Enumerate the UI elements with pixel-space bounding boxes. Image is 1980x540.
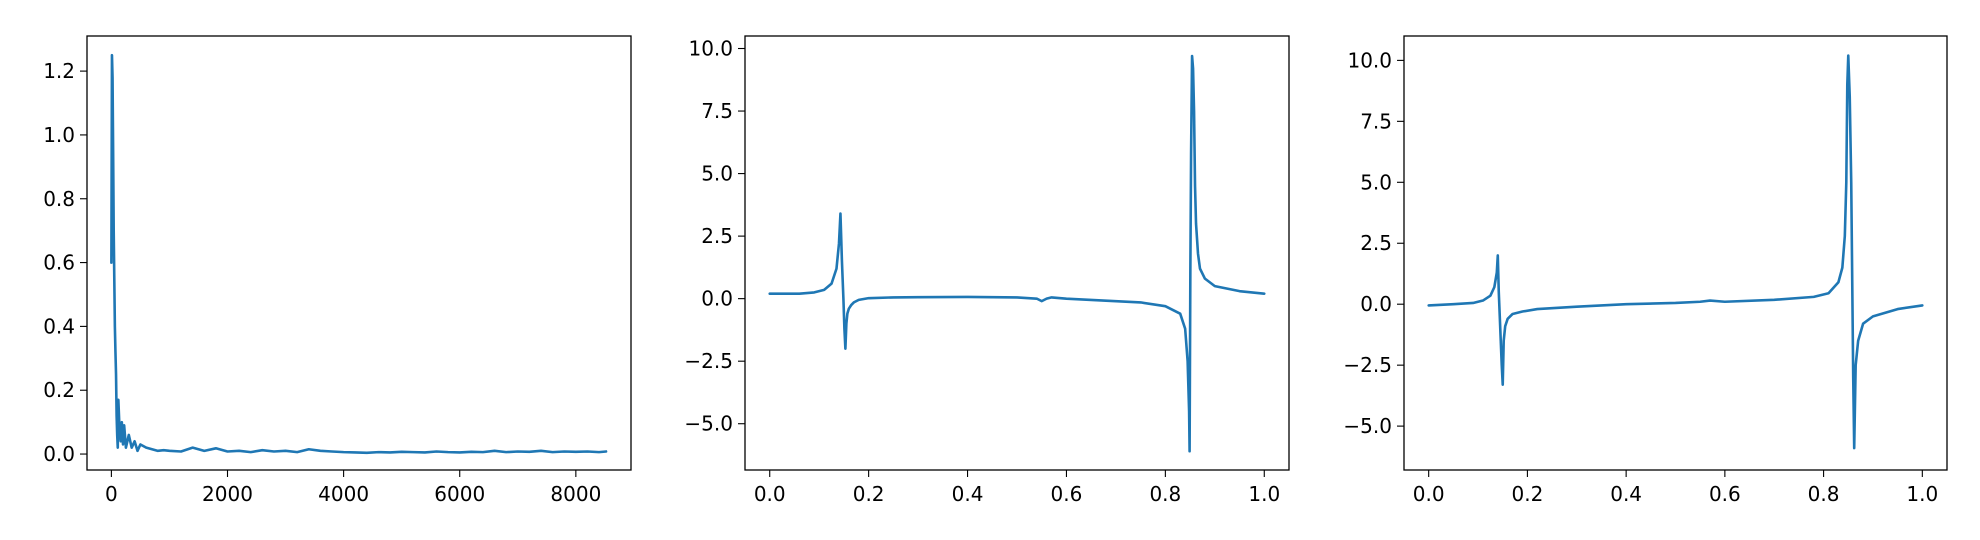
x-tick-label: 0.6 bbox=[1051, 482, 1083, 506]
x-tick-label: 8000 bbox=[550, 482, 601, 506]
axes-frame bbox=[744, 35, 1290, 471]
x-tick-label: 6000 bbox=[434, 482, 485, 506]
y-tick-label: 1.2 bbox=[43, 59, 75, 83]
x-tick-label: 0.8 bbox=[1808, 482, 1840, 506]
y-tick-label: −2.5 bbox=[1343, 353, 1392, 377]
x-tick-label: 2000 bbox=[202, 482, 253, 506]
series-line-1 bbox=[1427, 54, 1924, 450]
axes-frame bbox=[1403, 35, 1948, 471]
y-tick-label: 0.0 bbox=[701, 287, 733, 311]
subplot-3: 0.0 0.2 0.4 0.6 0.8 1.0 −5.0 −2.5 0.0 2.5 5.0 7.5 10… bbox=[1343, 35, 1948, 506]
y-tick-label: 5.0 bbox=[1360, 170, 1392, 194]
y-tick-label: 1.0 bbox=[43, 123, 75, 147]
y-tick-label: −5.0 bbox=[684, 412, 733, 436]
x-tick-label: 0.4 bbox=[1610, 482, 1642, 506]
y-tick-label: 0.2 bbox=[43, 378, 75, 402]
series-line-1 bbox=[110, 53, 608, 455]
y-tick-label: 0.6 bbox=[43, 251, 75, 275]
y-tick-label: 5.0 bbox=[701, 162, 733, 186]
x-tick-label: 1.0 bbox=[1906, 482, 1938, 506]
x-tick-label: 0.2 bbox=[853, 482, 885, 506]
x-tick-label: 1.0 bbox=[1248, 482, 1280, 506]
y-tick-label: 0.4 bbox=[43, 314, 75, 338]
x-tick-label: 0.2 bbox=[1512, 482, 1544, 506]
y-tick-label: 10.0 bbox=[688, 37, 733, 61]
y-tick-label: −2.5 bbox=[684, 349, 733, 373]
y-tick-label: 7.5 bbox=[1360, 109, 1392, 133]
y-tick-label: 2.5 bbox=[1360, 231, 1392, 255]
y-tick-label: 7.5 bbox=[701, 99, 733, 123]
y-tick-label: 2.5 bbox=[701, 224, 733, 248]
x-tick-label: 4000 bbox=[318, 482, 369, 506]
y-tick-label: 10.0 bbox=[1347, 48, 1392, 72]
y-tick-label: 0.0 bbox=[1360, 292, 1392, 316]
x-tick-label: 0.0 bbox=[754, 482, 786, 506]
y-tick-label: 0.0 bbox=[43, 442, 75, 466]
subplot-2: 0.0 0.2 0.4 0.6 0.8 1.0 −5.0 −2.5 0.0 2.5 5.0 7.5 10… bbox=[684, 35, 1290, 506]
axes-frame bbox=[86, 35, 632, 471]
y-tick-label: −5.0 bbox=[1343, 414, 1392, 438]
subplot-1: 0 2000 4000 6000 8000 0.0 0.2 0.4 0.6 0.8 1.0 1.2 bbox=[43, 35, 632, 506]
x-tick-label: 0.0 bbox=[1413, 482, 1445, 506]
x-tick-label: 0.8 bbox=[1149, 482, 1181, 506]
y-tick-label: 0.8 bbox=[43, 187, 75, 211]
x-tick-label: 0.6 bbox=[1709, 482, 1741, 506]
x-tick-label: 0 bbox=[105, 482, 118, 506]
x-tick-label: 0.4 bbox=[952, 482, 984, 506]
series-line-1 bbox=[768, 54, 1266, 453]
